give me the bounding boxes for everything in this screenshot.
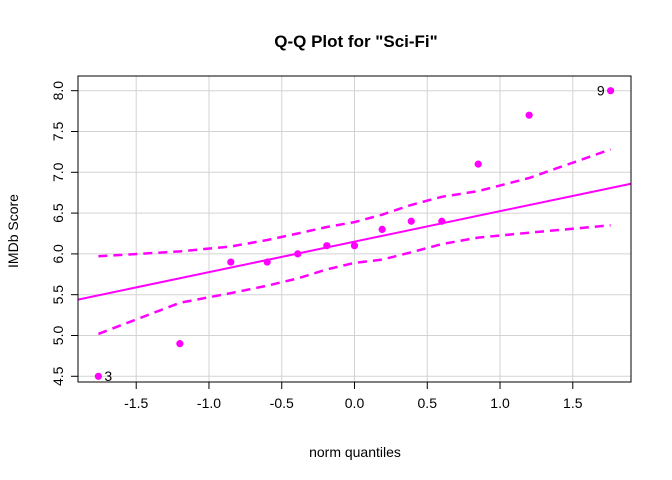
y-tick-label: 7.5 xyxy=(50,122,66,142)
x-tick-label: -1.5 xyxy=(124,395,148,411)
x-tick-label: -1.0 xyxy=(197,395,221,411)
data-point xyxy=(350,242,359,250)
data-point xyxy=(227,258,235,266)
data-point xyxy=(294,250,302,258)
data-point xyxy=(176,340,184,348)
point-label: 3 xyxy=(104,368,112,384)
y-tick-label: 6.0 xyxy=(50,244,66,264)
reference-line xyxy=(77,182,632,301)
y-tick-label: 8.0 xyxy=(50,81,66,101)
x-tick-label: -0.5 xyxy=(270,395,294,411)
x-axis-label: norm quantiles xyxy=(309,444,401,460)
grid xyxy=(78,76,631,382)
data-point xyxy=(378,225,386,234)
y-tick-label: 5.0 xyxy=(50,326,66,346)
y-tick-label: 6.5 xyxy=(50,203,66,223)
x-tick-label: 0.0 xyxy=(345,395,365,411)
chart-title: Q-Q Plot for "Sci-Fi" xyxy=(274,32,437,51)
confidence-lower-line xyxy=(97,224,611,336)
x-tick-label: 0.5 xyxy=(418,395,438,411)
x-axis: -1.5 -1.0 -0.5 0.0 0.5 1.0 1.5 xyxy=(124,381,583,411)
data-point xyxy=(474,160,482,168)
data-point xyxy=(525,111,533,119)
point-label: 9 xyxy=(597,83,605,99)
y-tick-label: 7.0 xyxy=(50,162,66,182)
data-point xyxy=(323,242,331,250)
y-tick-label: 4.5 xyxy=(50,366,66,386)
confidence-band xyxy=(97,148,612,336)
reference-line-layer xyxy=(77,182,632,301)
point-labels: 39 xyxy=(104,83,604,385)
data-point xyxy=(407,217,415,225)
data-point xyxy=(607,87,615,95)
data-points xyxy=(94,87,615,380)
y-axis-label: IMDb Score xyxy=(5,194,21,268)
data-point xyxy=(438,217,446,225)
y-axis: 4.5 5.0 5.5 6.0 6.5 7.0 7.5 8.0 xyxy=(50,81,79,386)
data-point xyxy=(94,372,102,380)
x-tick-label: 1.0 xyxy=(490,395,510,411)
x-tick-label: 1.5 xyxy=(563,395,583,411)
y-tick-label: 5.5 xyxy=(50,285,66,305)
confidence-upper-line xyxy=(98,148,612,258)
data-point xyxy=(263,258,271,266)
